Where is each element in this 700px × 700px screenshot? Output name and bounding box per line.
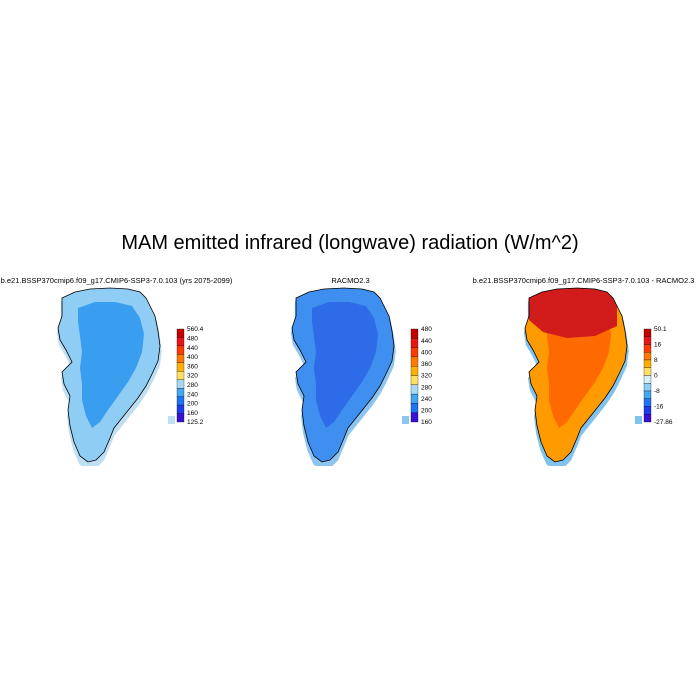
- colorbar-swatch: [410, 393, 419, 404]
- colorbar-swatch: [410, 347, 419, 358]
- colorbar-swatch: [176, 337, 185, 347]
- colorbar-label: 0: [654, 373, 658, 380]
- colorbar-label: 320: [421, 373, 432, 380]
- panel-model: b.e21.BSSP370cmip6.f09_g17.CMIP6-SSP3-7.…: [0, 276, 233, 466]
- panel-difference: b.e21.BSSP370cmip6.f09_g17.CMIP6-SSP3-7.…: [467, 276, 700, 466]
- colorbar-swatch: [176, 328, 185, 338]
- colorbar-swatch: [643, 344, 652, 353]
- colorbar-label: 125.2: [187, 419, 204, 426]
- colorbar: 480 440 400 360 320 280 240 200 160: [410, 326, 432, 426]
- colorbar-label: 440: [421, 338, 432, 345]
- panel-racmo: RACMO2.3 480 440 400 360 320 280 240 200 160: [234, 276, 467, 466]
- colorbar-label: 160: [187, 410, 198, 417]
- colorbar-swatch: [643, 390, 652, 399]
- colorbar-label: 320: [187, 373, 198, 380]
- colorbar-swatch: [176, 345, 185, 355]
- ice-sheet-interior: [78, 302, 144, 428]
- colorbar-swatch: [176, 413, 185, 423]
- colorbar-swatch: [643, 352, 652, 361]
- colorbar-label: 480: [187, 336, 198, 343]
- colorbar-label: 400: [187, 354, 198, 361]
- figure-title: MAM emitted infrared (longwave) radiatio…: [121, 232, 579, 254]
- colorbar-label: 280: [187, 382, 198, 389]
- colorbar-swatch: [410, 338, 419, 348]
- colorbar-label: 560.4: [187, 326, 204, 333]
- colorbar-swatch: [410, 403, 419, 413]
- greenland-field: [56, 287, 175, 466]
- panel-title: b.e21.BSSP370cmip6.f09_g17.CMIP6-SSP3-7.…: [472, 276, 695, 285]
- colorbar-swatch: [410, 366, 419, 376]
- colorbar-swatch: [643, 383, 652, 392]
- colorbar-label: 280: [421, 384, 432, 391]
- island-cells: [168, 416, 175, 424]
- coastline: [291, 287, 395, 463]
- coastline: [524, 287, 628, 463]
- colorbar-swatch: [410, 356, 419, 367]
- colorbar-swatch: [410, 375, 419, 385]
- map-racmo: 480 440 400 360 320 280 240 200 160: [290, 287, 432, 466]
- colorbar-label: 200: [421, 408, 432, 415]
- colorbar-swatch: [176, 396, 185, 406]
- colorbar-label: 50.1: [654, 326, 667, 333]
- coastline: [57, 287, 161, 463]
- colorbar: 560.4 480 440 400 360 320 280 240 200 160 125.2: [176, 326, 204, 426]
- colorbar-label: 240: [421, 396, 432, 403]
- map-difference: 50.1 16 8 0 -8 -16 -27.86: [523, 287, 673, 466]
- colorbar-swatch: [176, 379, 185, 389]
- greenland-field: [290, 287, 409, 466]
- panel-title: RACMO2.3: [331, 276, 370, 285]
- colorbar-swatch: [643, 414, 652, 423]
- colorbar-label: 360: [421, 361, 432, 368]
- ice-sheet-interior: [312, 302, 378, 428]
- colorbar-swatch: [643, 359, 652, 368]
- colorbar-label: -16: [654, 404, 664, 411]
- colorbar-label: 160: [421, 419, 432, 426]
- colorbar-swatch: [643, 367, 652, 376]
- colorbar-label: 360: [187, 363, 198, 370]
- map-model: 560.4 480 440 400 360 320 280 240 200 160 125.2: [56, 287, 204, 466]
- north-high-anomaly: [529, 288, 617, 338]
- colorbar: 50.1 16 8 0 -8 -16 -27.86: [643, 326, 673, 426]
- colorbar-label: -8: [654, 388, 660, 395]
- island-cells: [635, 416, 642, 424]
- colorbar-swatch: [410, 384, 419, 395]
- greenland-field: [523, 287, 642, 466]
- colorbar-swatch: [410, 412, 419, 423]
- colorbar-swatch: [643, 406, 652, 415]
- colorbar-swatch: [643, 398, 652, 407]
- colorbar-label: 400: [421, 349, 432, 356]
- island-cells: [402, 416, 409, 424]
- colorbar-swatch: [410, 328, 419, 339]
- colorbar-label: 200: [187, 401, 198, 408]
- colorbar-label: -27.86: [654, 419, 673, 426]
- colorbar-swatch: [643, 328, 652, 337]
- colorbar-swatch: [176, 354, 185, 363]
- colorbar-swatch: [176, 404, 185, 414]
- colorbar-swatch: [176, 371, 185, 380]
- colorbar-label: 440: [187, 345, 198, 352]
- colorbar-swatch: [643, 336, 652, 345]
- colorbar-label: 8: [654, 357, 658, 364]
- panel-title: b.e21.BSSP370cmip6.f09_g17.CMIP6-SSP3-7.…: [0, 276, 233, 285]
- colorbar-label: 240: [187, 391, 198, 398]
- colorbar-label: 480: [421, 326, 432, 333]
- colorbar-swatch: [176, 388, 185, 397]
- colorbar-swatch: [176, 362, 185, 372]
- colorbar-swatch: [643, 375, 652, 384]
- colorbar-label: 16: [654, 342, 662, 349]
